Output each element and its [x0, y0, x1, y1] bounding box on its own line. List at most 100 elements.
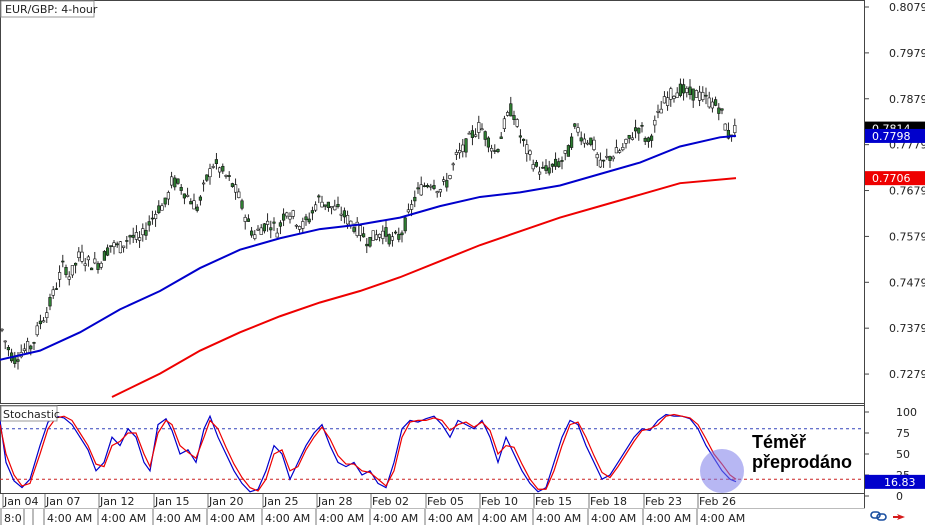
- stochastic-value-label: 16.83: [884, 476, 916, 489]
- candle-body: [32, 342, 36, 344]
- candle-body: [409, 204, 414, 210]
- y-tick-label: 0.7879: [889, 93, 925, 106]
- candle-body: [384, 227, 388, 237]
- candle-body: [74, 262, 78, 266]
- stochastic-y-tick-label: 0: [896, 490, 903, 503]
- date-label: Jan 25: [263, 495, 298, 508]
- candle-body: [288, 216, 292, 220]
- date-label: Feb 05: [427, 495, 464, 508]
- time-label: 4:00 AM: [156, 512, 201, 525]
- candle-body: [493, 150, 497, 152]
- candle-body: [397, 233, 401, 240]
- arrow-right-icon[interactable]: [893, 514, 905, 520]
- candle-body: [544, 165, 548, 171]
- stochastic-value-label-bg: [865, 474, 925, 489]
- candle-body: [109, 245, 113, 247]
- candle-body: [733, 125, 737, 133]
- candle-body: [592, 139, 596, 150]
- candle-body: [48, 297, 52, 307]
- candle-body: [461, 144, 465, 152]
- candle-body: [432, 185, 436, 189]
- link-icon[interactable]: [870, 511, 887, 521]
- main-plot-frame: [0, 0, 865, 404]
- candle-body: [387, 234, 391, 245]
- date-label: Jan 07: [45, 495, 80, 508]
- candle-body: [377, 233, 382, 238]
- candle-body: [186, 194, 190, 197]
- date-label: Jan 15: [154, 495, 189, 508]
- candle-body: [250, 230, 254, 236]
- candle-body: [630, 137, 634, 140]
- candle-body: [531, 164, 535, 170]
- candle-body: [419, 184, 423, 196]
- candle-body: [240, 200, 244, 209]
- candle-body: [41, 320, 46, 323]
- candle-body: [502, 118, 507, 129]
- candle-body: [192, 200, 196, 210]
- candle-body: [627, 134, 631, 139]
- date-label: Feb 18: [590, 495, 627, 508]
- candle-body: [29, 345, 33, 350]
- price-label-bg: [865, 171, 925, 186]
- candle-body: [595, 154, 599, 159]
- candle-body: [166, 192, 171, 200]
- candle-body: [710, 101, 714, 109]
- candle-body: [707, 97, 711, 108]
- candle-body: [90, 267, 94, 271]
- candle-body: [390, 236, 395, 241]
- candle-body: [237, 191, 241, 198]
- candle-body: [0, 328, 4, 331]
- date-label: Jan 12: [99, 495, 134, 508]
- candle-body: [205, 174, 209, 181]
- candle-body: [157, 205, 161, 214]
- time-label: 4:00 AM: [646, 512, 691, 525]
- candle-body: [224, 175, 228, 177]
- candle-body: [589, 137, 593, 145]
- candle-body: [678, 83, 682, 96]
- candle-body: [259, 227, 263, 235]
- time-label: 8:0: [4, 512, 22, 525]
- candle-body: [234, 184, 238, 193]
- time-label: 4:00 AM: [265, 512, 310, 525]
- date-label: Jan 28: [317, 495, 352, 508]
- candle-body: [573, 123, 577, 127]
- candle-body: [560, 160, 564, 162]
- date-label: Jan 20: [208, 495, 243, 508]
- candle-body: [246, 218, 251, 222]
- candle-body: [345, 215, 350, 225]
- candle-body: [704, 94, 708, 97]
- candle-body: [198, 196, 203, 201]
- candle-body: [454, 152, 459, 155]
- candle-body: [310, 210, 315, 214]
- candle-body: [720, 108, 724, 111]
- candle-body: [253, 234, 257, 239]
- candle-body: [352, 227, 356, 232]
- candle-body: [541, 166, 545, 169]
- candle-body: [598, 159, 602, 168]
- candle-body: [122, 245, 126, 248]
- candle-body: [685, 87, 689, 93]
- candle-body: [355, 221, 359, 236]
- candle-body: [285, 212, 289, 217]
- stochastic-y-tick-label: 100: [896, 406, 917, 419]
- candle-body: [400, 232, 404, 236]
- candle-body: [294, 224, 299, 227]
- candle-body: [701, 92, 705, 100]
- candle-body: [669, 88, 673, 100]
- candle-body: [601, 159, 606, 162]
- candle-body: [317, 195, 321, 198]
- candle-body: [633, 127, 638, 132]
- candle-body: [265, 220, 270, 225]
- candle-body: [176, 178, 180, 184]
- candle-body: [173, 177, 177, 188]
- time-label: 4:00 AM: [700, 512, 745, 525]
- date-label: Feb 26: [699, 495, 736, 508]
- candle-body: [144, 230, 148, 236]
- candle-body: [566, 145, 570, 157]
- candle-body: [441, 179, 446, 182]
- candle-body: [464, 138, 468, 153]
- time-label: 4:00 AM: [373, 512, 418, 525]
- y-tick-label: 0.7679: [889, 185, 925, 198]
- candle-body: [297, 226, 302, 230]
- candle-body: [489, 148, 494, 152]
